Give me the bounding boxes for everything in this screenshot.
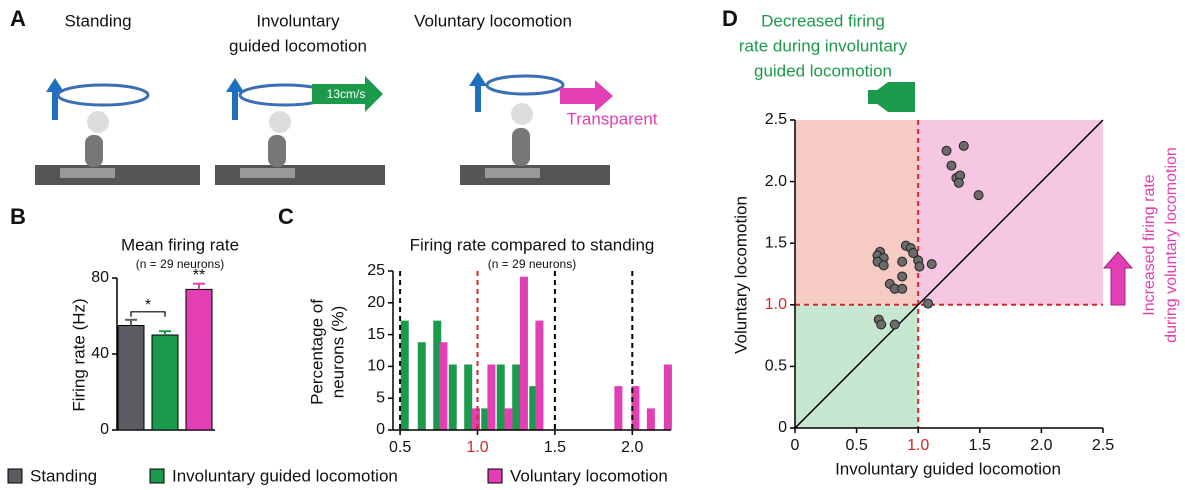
bar xyxy=(614,386,622,430)
bar xyxy=(186,289,212,430)
annotation: guided locomotion xyxy=(754,61,892,80)
panel-a-art xyxy=(35,72,613,185)
point xyxy=(898,272,907,281)
x-tick-label: 2.0 xyxy=(1030,437,1052,454)
panel-label: A xyxy=(10,6,26,31)
point xyxy=(959,141,968,150)
bar xyxy=(535,321,543,430)
y-axis-label: neurons (%) xyxy=(328,306,347,399)
condition-label: Standing xyxy=(64,11,131,30)
x-tick-label: 1.5 xyxy=(969,437,991,454)
point xyxy=(915,262,924,271)
x-tick-label: 0 xyxy=(791,437,800,454)
panel-label: C xyxy=(278,204,294,229)
bar xyxy=(464,364,472,430)
y-axis-label: Voluntary locomotion xyxy=(731,196,750,354)
annotation: Increased firing rate xyxy=(1141,174,1158,316)
point xyxy=(898,257,907,266)
bar xyxy=(152,335,178,430)
legend-swatch xyxy=(8,469,22,483)
chart-title: Firing rate compared to standing xyxy=(410,235,655,254)
bar xyxy=(520,277,528,430)
x-axis-label: Involuntary guided locomotion xyxy=(835,459,1061,478)
x-tick-label: 1.5 xyxy=(544,439,566,456)
bar xyxy=(401,321,409,430)
y-tick-label: 80 xyxy=(91,269,109,286)
bar xyxy=(472,408,480,430)
condition-label: Involuntary xyxy=(256,11,340,30)
point xyxy=(942,146,951,155)
bar xyxy=(449,364,457,430)
legend-label: Voluntary locomotion xyxy=(510,466,668,485)
point xyxy=(927,260,936,269)
annotation-arrow-head xyxy=(868,82,888,112)
point xyxy=(877,320,886,329)
y-tick-label: 5 xyxy=(376,389,385,406)
bar xyxy=(487,364,495,430)
condition-label: guided locomotion xyxy=(229,36,367,55)
chart-subtitle: (n = 29 neurons) xyxy=(488,257,576,271)
chart-title: Mean firing rate xyxy=(121,235,239,254)
point xyxy=(954,178,963,187)
y-axis-label: Firing rate (Hz) xyxy=(69,298,88,411)
y-tick-label: 20 xyxy=(367,294,385,311)
x-tick-label: 2.0 xyxy=(621,439,643,456)
y-tick-label: 15 xyxy=(367,326,385,343)
annotation: during voluntary locomotion xyxy=(1163,147,1180,343)
bar xyxy=(418,342,426,430)
y-axis-label: Percentage of xyxy=(307,299,326,405)
significance-label: ** xyxy=(193,267,205,284)
y-tick-label: 2.5 xyxy=(765,111,787,128)
point xyxy=(974,191,983,200)
y-tick-label: 25 xyxy=(367,262,385,279)
chart-subtitle: (n = 29 neurons) xyxy=(136,257,224,271)
bar xyxy=(504,408,512,430)
bar xyxy=(118,326,144,431)
speed-label: 13cm/s xyxy=(327,87,366,101)
condition-label: Voluntary locomotion xyxy=(414,11,572,30)
bar xyxy=(664,364,672,430)
x-tick-label: 1.0 xyxy=(907,437,929,454)
bar xyxy=(512,364,520,430)
y-tick-label: 1.5 xyxy=(765,234,787,251)
bar xyxy=(497,364,505,430)
legend-label: Standing xyxy=(30,466,97,485)
y-tick-label: 0 xyxy=(778,419,787,436)
panel-label: D xyxy=(722,6,738,31)
panel-label: B xyxy=(10,204,26,229)
legend-label: Involuntary guided locomotion xyxy=(172,466,398,485)
point xyxy=(898,284,907,293)
y-tick-label: 1.0 xyxy=(765,296,787,313)
annotation-arrow xyxy=(1104,252,1132,305)
significance-label: * xyxy=(145,297,151,314)
x-tick-label: 0.5 xyxy=(389,439,411,456)
x-tick-label: 1.0 xyxy=(466,439,488,456)
annotation: rate during involuntary xyxy=(739,36,908,55)
legend-swatch xyxy=(488,469,502,483)
bar xyxy=(439,342,447,430)
figure: A B C D Standing Involuntary guided loco… xyxy=(0,0,1185,490)
x-tick-label: 0.5 xyxy=(845,437,867,454)
legend-swatch xyxy=(150,469,164,483)
y-tick-label: 0 xyxy=(376,421,385,438)
y-tick-label: 0.5 xyxy=(765,358,787,375)
bar xyxy=(647,408,655,430)
x-tick-label: 2.5 xyxy=(1092,437,1114,454)
y-tick-label: 0 xyxy=(100,421,109,438)
transparent-label: Transparent xyxy=(566,109,657,128)
y-tick-label: 2.0 xyxy=(765,173,787,190)
point xyxy=(879,261,888,270)
y-tick-label: 40 xyxy=(91,345,109,362)
point xyxy=(890,320,899,329)
point xyxy=(947,161,956,170)
y-tick-label: 10 xyxy=(367,358,385,375)
annotation: Decreased firing xyxy=(761,11,885,30)
point xyxy=(924,299,933,308)
